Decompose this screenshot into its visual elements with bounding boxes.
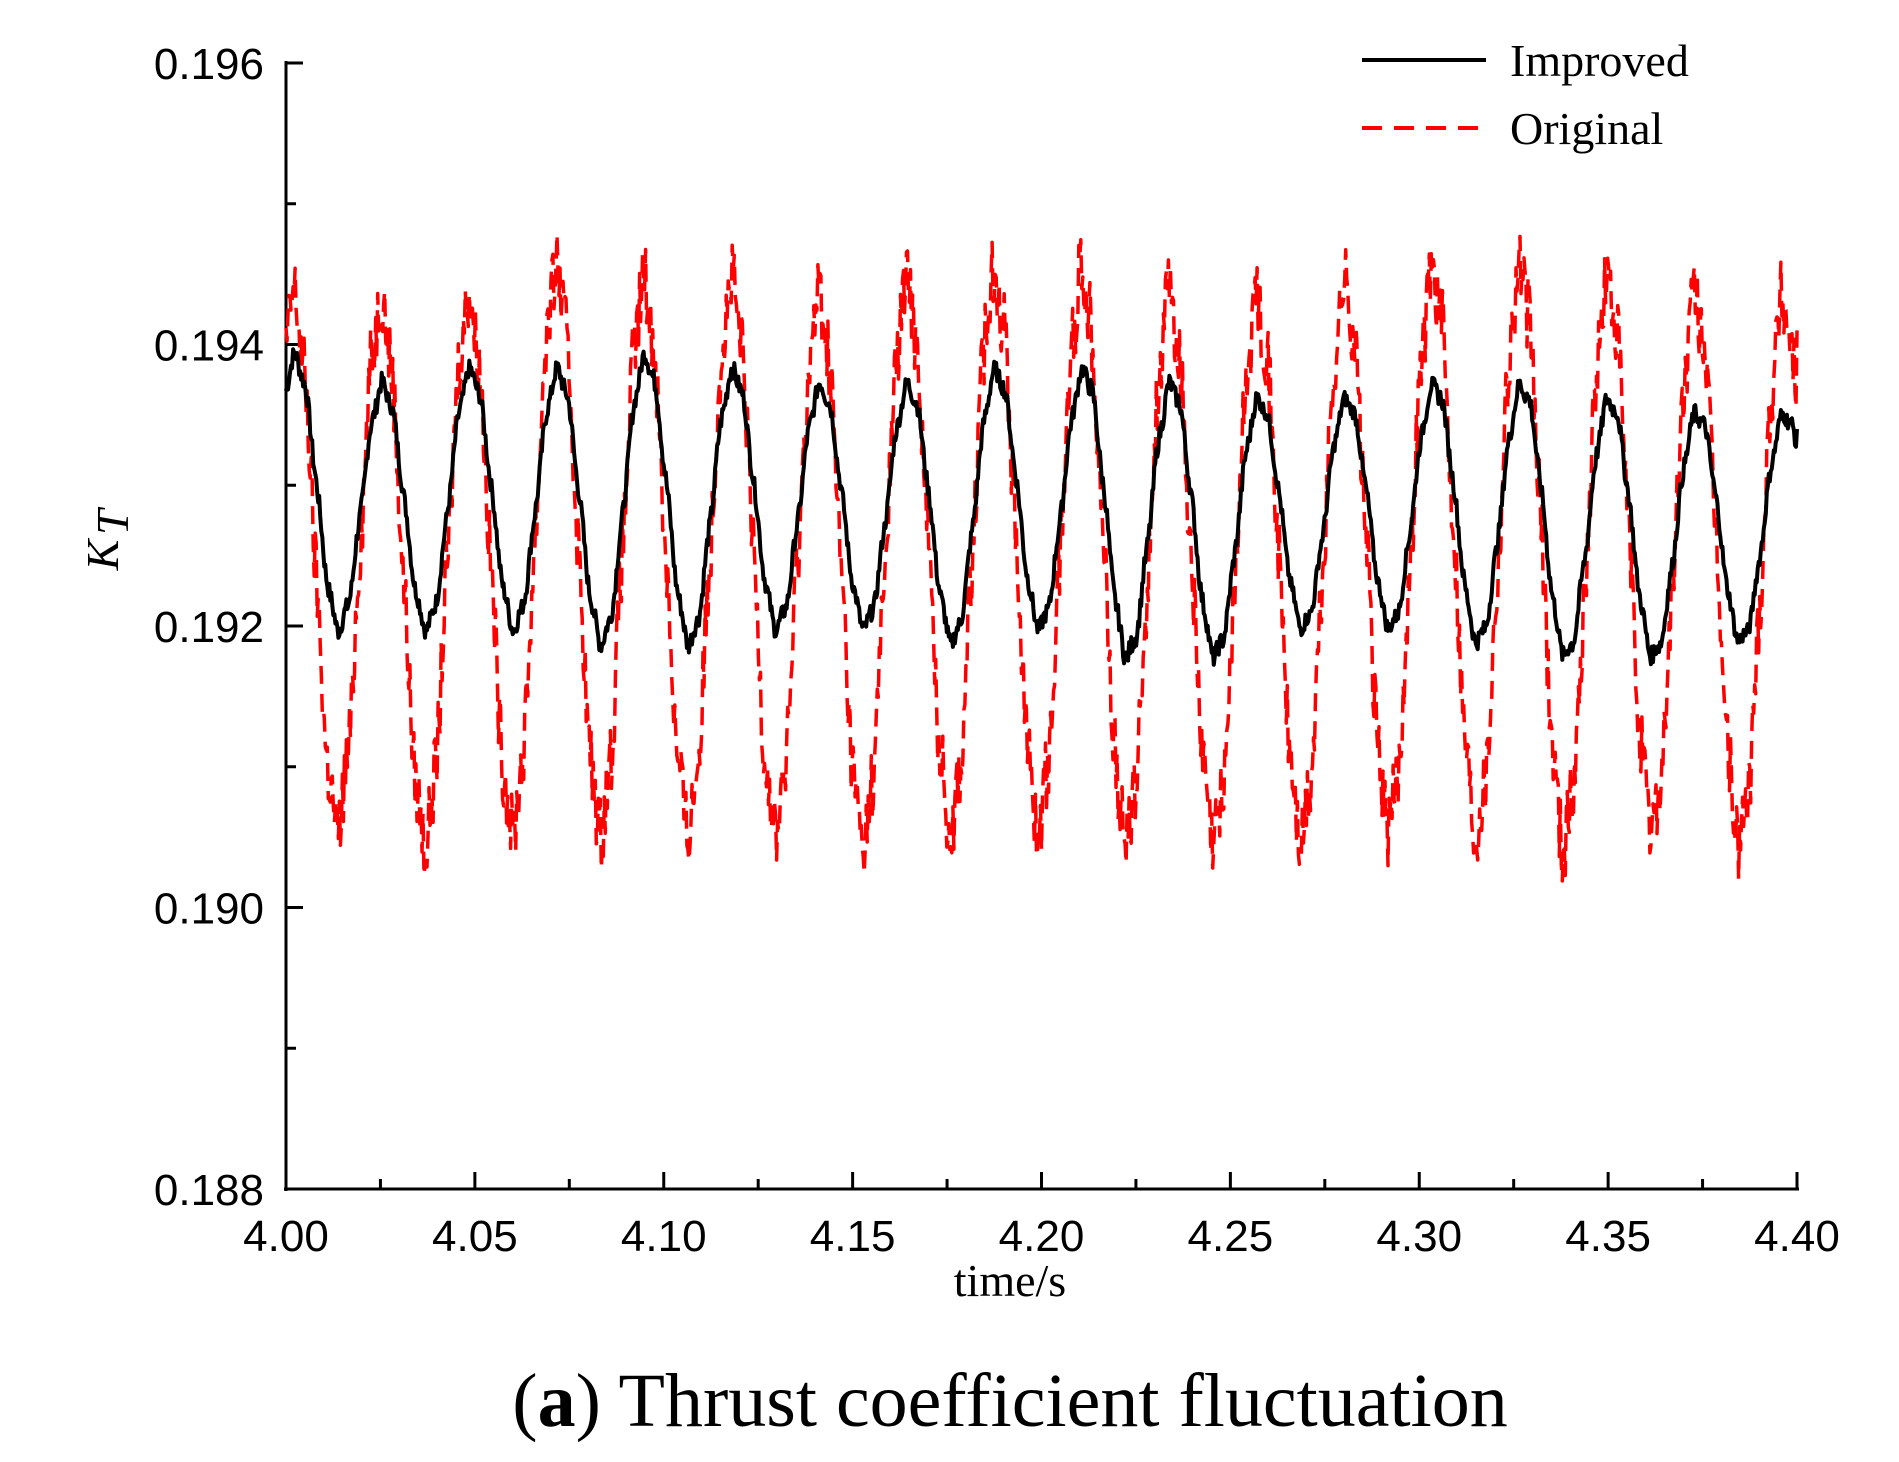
y-axis-title: K T — [77, 506, 138, 571]
x-tick-label-4.05: 4.05 — [432, 1212, 518, 1261]
x-tick-label-4.20: 4.20 — [999, 1212, 1085, 1261]
series-line-original — [284, 232, 1799, 883]
plot-area — [284, 232, 1799, 883]
figure-caption: (a) Thrust coefficient fluctuation — [512, 1359, 1507, 1443]
y-tick-label-0.190: 0.190 — [154, 885, 264, 934]
x-tick-label-4.40: 4.40 — [1754, 1212, 1840, 1261]
y-tick-label-0.196: 0.196 — [154, 40, 264, 89]
x-tick-label-4.35: 4.35 — [1565, 1212, 1651, 1261]
legend: Improved Original — [1362, 35, 1689, 154]
series-line-improved — [284, 347, 1799, 667]
axes: 4.00 4.05 4.10 4.15 4.20 4.25 4.30 4.35 4.40 0.18… — [154, 40, 1840, 1261]
y-axis-title-subscript: T — [87, 506, 138, 535]
x-tick-label-4.10: 4.10 — [621, 1212, 707, 1261]
legend-label-original: Original — [1510, 103, 1663, 154]
x-axis-title: time/s — [954, 1255, 1066, 1306]
caption-letter: a — [538, 1359, 576, 1443]
caption-text: ) Thrust coefficient fluctuation — [576, 1359, 1508, 1443]
legend-label-improved: Improved — [1510, 35, 1689, 86]
x-tick-label-4.15: 4.15 — [810, 1212, 896, 1261]
x-tick-label-4.25: 4.25 — [1188, 1212, 1274, 1261]
x-tick-label-4.30: 4.30 — [1376, 1212, 1462, 1261]
caption-open-paren: ( — [512, 1359, 537, 1443]
y-tick-label-0.192: 0.192 — [154, 603, 264, 652]
x-tick-label-4.00: 4.00 — [243, 1212, 329, 1261]
y-tick-label-0.194: 0.194 — [154, 322, 264, 371]
y-tick-label-0.188: 0.188 — [154, 1166, 264, 1215]
y-axis-title-main: K — [77, 537, 128, 571]
